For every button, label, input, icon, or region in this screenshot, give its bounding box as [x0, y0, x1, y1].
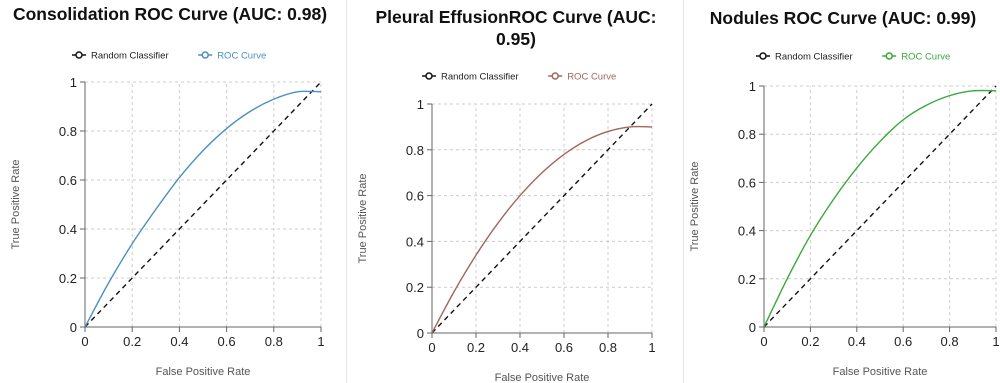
random-classifier-line: [84, 81, 322, 328]
y-tick-label: 0.4: [59, 222, 77, 237]
random-classifier-line: [763, 85, 997, 328]
x-axis-title: False Positive Rate: [833, 366, 928, 378]
random-classifier-line: [431, 103, 653, 334]
chart-title: Pleural EffusionROC Curve (AUC: 0.95): [375, 7, 657, 49]
x-axis-title: False Positive Rate: [156, 366, 251, 378]
roc-chart: 0 0.2 0.4 0.6 0.8 1 0 0.2 0.4 0.6 0.8 1 False Positi…: [10, 51, 325, 379]
x-tick-label: 1: [648, 340, 655, 355]
x-tick-label: 0.4: [511, 340, 529, 355]
x-tick-label: 0.8: [941, 334, 959, 349]
legend-swatch-marker: [201, 51, 209, 59]
roc-chart: 0 0.2 0.4 0.6 0.8 1 0 0.2 0.4 0.6 0.8 1 False Positi…: [689, 52, 1000, 379]
x-tick-label: 0.6: [555, 340, 573, 355]
y-tick-label: 0.6: [406, 189, 424, 204]
y-axis-title: True Positive Rate: [357, 173, 369, 263]
chart-title: Consolidation ROC Curve (AUC: 0.98): [12, 4, 328, 24]
x-axis-title: False Positive Rate: [495, 372, 590, 383]
y-tick-label: 1: [749, 79, 756, 94]
roc-chart: 0 0.2 0.4 0.6 0.8 1 0 0.2 0.4 0.6 0.8 1 False Positi…: [357, 72, 656, 383]
roc-curve-line: [763, 89, 997, 328]
y-tick-label: 0.8: [406, 143, 424, 158]
legend-label: ROC Curve: [567, 72, 616, 83]
x-tick-label: 0: [760, 334, 767, 349]
roc-curve-line: [84, 90, 322, 328]
x-tick-label: 0.2: [123, 334, 141, 349]
y-tick-label: 0: [749, 320, 756, 335]
nodules-chart-panel: Nodules ROC Curve (AUC: 0.99) 0 0.2 0.4 0.6…: [686, 0, 1000, 383]
legend-swatch-marker: [551, 72, 559, 80]
legend-swatch-marker: [885, 52, 893, 60]
y-tick-label: 0.2: [738, 272, 756, 287]
x-tick-label: 0.6: [218, 334, 236, 349]
y-tick-label: 0.6: [738, 175, 756, 190]
y-tick-label: 0.2: [406, 280, 424, 295]
y-tick-label: 1: [417, 97, 424, 112]
legend-swatch-marker: [425, 72, 433, 80]
x-tick-label: 0.8: [599, 340, 617, 355]
x-tick-label: 0: [428, 340, 435, 355]
legend-label: Random Classifier: [441, 72, 519, 83]
legend-label: Random Classifier: [775, 52, 853, 63]
y-tick-label: 0.6: [59, 173, 77, 188]
x-tick-label: 0.4: [848, 334, 866, 349]
x-tick-label: 1: [317, 334, 324, 349]
legend-swatch-marker: [75, 51, 83, 59]
y-tick-label: 0.4: [406, 234, 424, 249]
y-tick-label: 0.4: [738, 224, 756, 239]
y-axis-title: True Positive Rate: [10, 159, 22, 249]
x-tick-label: 0.4: [170, 334, 188, 349]
y-tick-label: 1: [70, 75, 77, 90]
roc-curve-line: [431, 125, 653, 334]
y-tick-label: 0.8: [738, 127, 756, 142]
x-tick-label: 1: [992, 334, 999, 349]
chart-title: Nodules ROC Curve (AUC: 0.99): [709, 8, 977, 28]
panel-divider: [683, 0, 684, 383]
legend-label: ROC Curve: [217, 51, 266, 62]
x-tick-label: 0.6: [894, 334, 912, 349]
y-tick-label: 0.2: [59, 271, 77, 286]
x-tick-label: 0.2: [801, 334, 819, 349]
legend-swatch-marker: [759, 52, 767, 60]
legend-label: ROC Curve: [901, 52, 950, 63]
y-tick-label: 0: [70, 320, 77, 335]
x-tick-label: 0: [81, 334, 88, 349]
x-tick-label: 0.8: [265, 334, 283, 349]
y-tick-label: 0: [417, 326, 424, 341]
x-tick-label: 0.2: [467, 340, 485, 355]
legend-label: Random Classifier: [91, 51, 169, 62]
consolidation-chart-panel: Consolidation ROC Curve (AUC: 0.98) 0 0.2…: [0, 0, 340, 383]
y-axis-title: True Positive Rate: [689, 161, 701, 251]
y-tick-label: 0.8: [59, 124, 77, 139]
panel-divider: [346, 0, 347, 383]
